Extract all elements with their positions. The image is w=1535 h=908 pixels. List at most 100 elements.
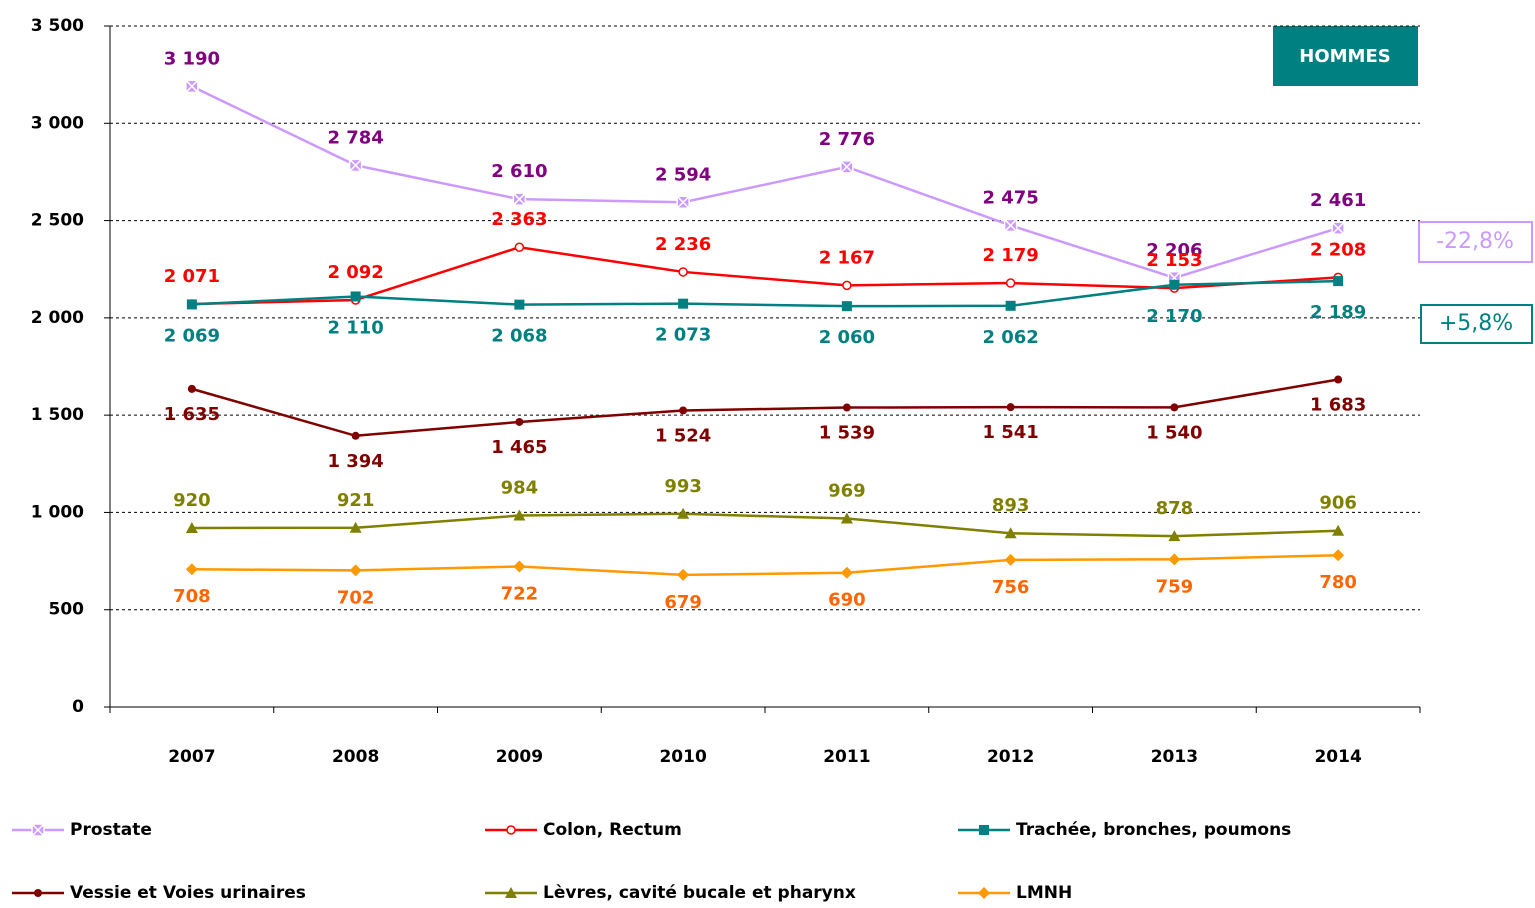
legend-label: Prostate [70, 820, 152, 840]
point-marker [349, 521, 362, 533]
value-label: 2 153 [1146, 250, 1202, 271]
value-label: 2 236 [655, 234, 711, 255]
value-label: 2 062 [982, 327, 1038, 348]
value-label: 2 092 [327, 262, 383, 283]
value-label: 2 784 [327, 127, 383, 148]
point-marker [350, 291, 361, 302]
value-label: 690 [828, 590, 866, 611]
point-marker [351, 431, 360, 440]
legend-marker [978, 887, 990, 899]
value-label: 2 594 [655, 164, 711, 185]
series-line [191, 553, 1339, 577]
x-tick-label: 2012 [987, 747, 1034, 767]
y-tick-label: 2 000 [31, 308, 84, 328]
value-label: 1 541 [982, 422, 1038, 443]
value-label: 893 [992, 495, 1030, 516]
value-label: 993 [664, 476, 702, 497]
legend-label: Trachée, bronches, poumons [1016, 820, 1291, 840]
value-label: 2 068 [491, 326, 547, 347]
value-label: 2 363 [491, 209, 547, 230]
value-label: 2 776 [819, 129, 875, 150]
point-marker [1331, 221, 1345, 235]
point-marker [1170, 403, 1179, 412]
point-marker [679, 406, 688, 415]
point-marker [1005, 278, 1016, 288]
point-marker [677, 507, 690, 519]
x-tick-label: 2014 [1314, 747, 1361, 767]
value-label: 1 540 [1146, 422, 1202, 443]
series-line [191, 85, 1339, 280]
point-marker [348, 158, 363, 173]
x-tick-label: 2010 [659, 747, 706, 767]
point-marker [842, 403, 851, 412]
value-label: 1 539 [819, 423, 875, 444]
x-tick-label: 2007 [168, 747, 215, 767]
value-label: 2 206 [1146, 240, 1202, 261]
point-marker [841, 301, 852, 312]
change-box [1418, 221, 1533, 263]
value-label: 1 465 [491, 437, 547, 458]
point-marker [677, 568, 690, 581]
value-label: 2 461 [1310, 190, 1366, 211]
point-marker [1004, 527, 1017, 539]
point-marker [1168, 530, 1181, 542]
point-marker [1169, 279, 1180, 290]
value-label: 1 394 [327, 451, 383, 472]
value-label: 708 [173, 586, 211, 607]
point-marker [186, 299, 197, 310]
point-marker [513, 560, 526, 573]
value-label: 702 [337, 587, 375, 608]
value-label: 2 170 [1146, 306, 1202, 327]
value-label: 2 189 [1310, 302, 1366, 323]
legend-marker [31, 823, 45, 837]
y-tick-label: 3 000 [31, 113, 84, 133]
value-label: 2 167 [819, 247, 875, 268]
legend-label: LMNH [1016, 883, 1072, 903]
point-marker [514, 242, 525, 252]
legend-marker [506, 825, 516, 835]
value-label: 2 179 [982, 245, 1038, 266]
value-label: 3 190 [164, 48, 220, 69]
point-marker [1006, 403, 1015, 412]
value-label: 2 610 [491, 161, 547, 182]
x-tick-label: 2011 [823, 747, 870, 767]
legend-marker [979, 825, 989, 835]
value-label: 984 [501, 478, 539, 499]
legend-label: Colon, Rectum [543, 820, 682, 840]
change-box [1420, 304, 1533, 344]
point-marker [840, 160, 854, 174]
y-tick-label: 2 500 [31, 211, 84, 231]
value-label: 2 073 [655, 325, 711, 346]
y-tick-label: 500 [49, 600, 85, 620]
value-label: 780 [1319, 572, 1357, 593]
x-tick-label: 2009 [496, 747, 543, 767]
badge-text: HOMMES [1299, 46, 1390, 67]
value-label: 756 [992, 577, 1030, 598]
point-marker [513, 509, 526, 521]
value-label: 1 683 [1310, 395, 1366, 416]
point-marker [1333, 276, 1344, 287]
point-marker [842, 280, 852, 291]
legend-label: Lèvres, cavité bucale et pharynx [543, 883, 856, 903]
series-line [191, 512, 1339, 538]
point-marker [185, 79, 199, 94]
y-tick-label: 3 500 [31, 16, 84, 36]
value-label: 1 524 [655, 425, 711, 446]
change-text: +5,8% [1439, 311, 1513, 336]
value-label: 679 [664, 592, 702, 613]
point-marker [349, 564, 362, 577]
value-label: 722 [501, 584, 539, 605]
y-tick-label: 1 500 [31, 405, 84, 425]
point-marker [1332, 549, 1345, 562]
legend-label: Vessie et Voies urinaires [70, 883, 306, 903]
x-tick-label: 2008 [332, 747, 379, 767]
point-marker [1334, 375, 1343, 384]
legend-marker [505, 887, 517, 898]
value-label: 921 [337, 490, 375, 511]
point-marker [1003, 218, 1018, 233]
value-label: 1 635 [164, 404, 220, 425]
value-label: 969 [828, 480, 866, 501]
value-label: 920 [173, 490, 211, 511]
value-label: 906 [1319, 493, 1357, 514]
point-marker [1004, 553, 1017, 566]
